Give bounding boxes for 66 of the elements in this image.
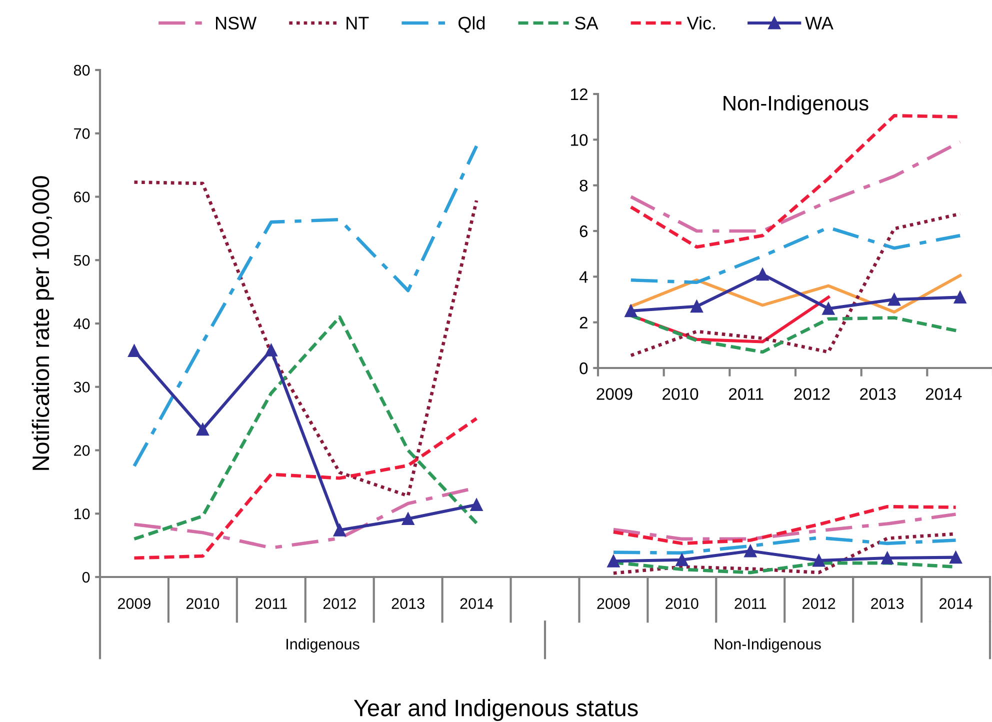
y-tick-label: 40 bbox=[74, 318, 90, 330]
x-tick-label: 2011 bbox=[734, 598, 766, 609]
x-tick-label: 2009 bbox=[118, 598, 150, 609]
x-tick-label: 2014 bbox=[926, 388, 962, 400]
legend-label: NT bbox=[346, 16, 369, 30]
y-tick-label: 80 bbox=[74, 64, 90, 76]
y-tick-label: 10 bbox=[571, 134, 588, 146]
point bbox=[333, 524, 346, 536]
point bbox=[402, 512, 414, 525]
chart-title: Non-Indigenous bbox=[724, 95, 868, 115]
y-tick-label: 50 bbox=[74, 254, 90, 266]
point bbox=[950, 551, 962, 564]
point bbox=[888, 293, 900, 306]
point bbox=[812, 554, 826, 567]
point bbox=[676, 554, 688, 566]
x-tick-label: 2011 bbox=[729, 388, 764, 400]
y-axis-title: Notification rate per 100,000 bbox=[32, 176, 54, 470]
point bbox=[756, 268, 769, 281]
point bbox=[470, 498, 483, 512]
y-tick-label: 60 bbox=[74, 192, 90, 202]
line-series bbox=[629, 212, 962, 358]
x-tick-label: 2012 bbox=[323, 598, 356, 609]
x-axis-title: Year and Indigenous status bbox=[354, 698, 638, 722]
x-tick-label: 2013 bbox=[871, 598, 904, 609]
y-tick-label: 8 bbox=[580, 180, 588, 192]
x-tick-label: 2009 bbox=[596, 388, 632, 400]
point bbox=[881, 552, 894, 564]
y-tick-label: 70 bbox=[74, 128, 90, 140]
x-tick-label: 2010 bbox=[662, 388, 698, 400]
y-tick-label: 6 bbox=[580, 225, 588, 238]
point bbox=[954, 290, 966, 304]
point bbox=[128, 344, 140, 357]
x-tick-label: 2012 bbox=[794, 388, 830, 400]
legend-label: Qld bbox=[458, 16, 485, 33]
x-tick-label: 2010 bbox=[186, 598, 220, 609]
y-tick-label: 0 bbox=[82, 572, 90, 583]
y-tick-label: 2 bbox=[580, 316, 588, 328]
point bbox=[690, 300, 703, 313]
x-tick-label: 2014 bbox=[940, 598, 972, 609]
x-tick-label: 2013 bbox=[392, 598, 424, 609]
point bbox=[196, 423, 209, 436]
point bbox=[822, 302, 835, 315]
y-tick-label: 30 bbox=[74, 382, 90, 393]
line-series bbox=[629, 140, 962, 233]
x-tick-label: 2010 bbox=[666, 598, 698, 609]
legend-label: SA bbox=[575, 16, 598, 30]
point bbox=[624, 304, 638, 318]
y-tick-label: 0 bbox=[580, 362, 588, 374]
text: Indigenous bbox=[286, 638, 360, 653]
point bbox=[264, 344, 278, 356]
legend-label: WA bbox=[805, 16, 834, 30]
line-series bbox=[629, 226, 962, 284]
legend-label: Vic. bbox=[686, 16, 715, 30]
x-tick-label: 2009 bbox=[597, 598, 630, 609]
text: Non-Indigenous bbox=[714, 638, 821, 653]
y-tick-label: 4 bbox=[579, 271, 588, 283]
x-tick-label: 2011 bbox=[255, 598, 287, 609]
x-tick-label: 2013 bbox=[860, 388, 896, 400]
point bbox=[607, 554, 620, 568]
x-tick-label: 2014 bbox=[460, 598, 494, 609]
x-tick-label: 2012 bbox=[802, 598, 836, 609]
y-tick-label: 20 bbox=[74, 445, 90, 456]
point bbox=[744, 544, 757, 558]
y-tick-label: 12 bbox=[571, 88, 588, 100]
legend-label: NSW bbox=[216, 16, 257, 30]
y-tick-label: 10 bbox=[74, 508, 90, 520]
